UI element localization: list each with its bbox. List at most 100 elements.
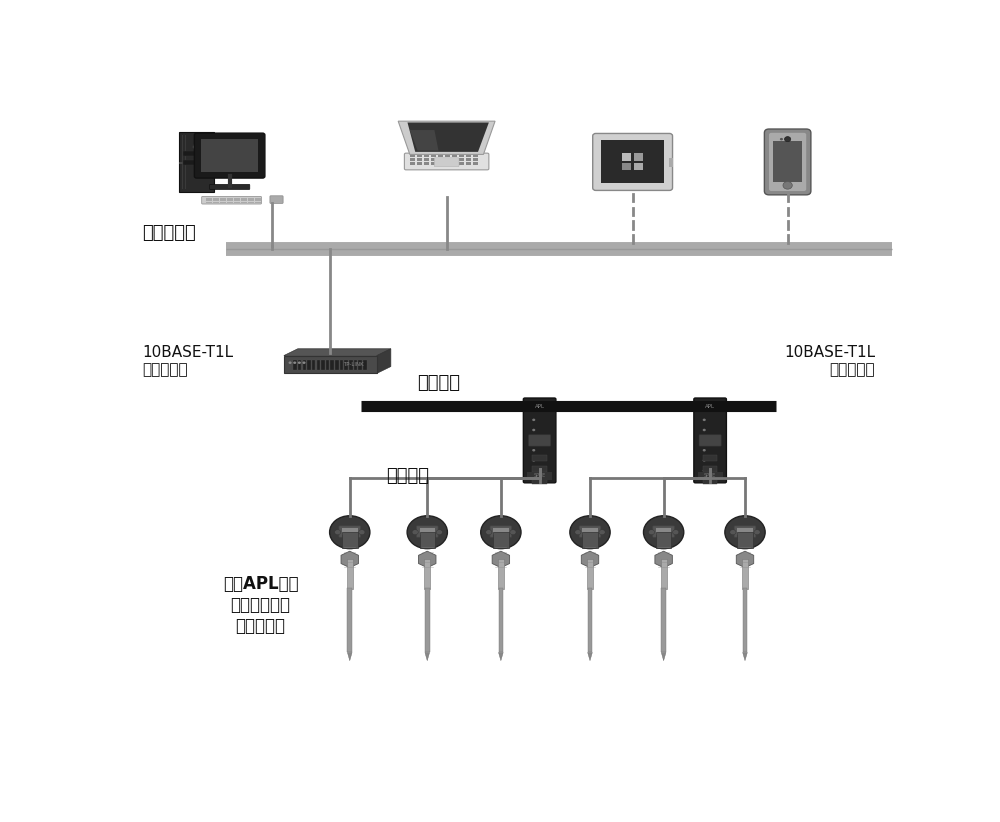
Circle shape (293, 362, 296, 364)
Bar (431, 158, 436, 161)
Polygon shape (581, 552, 599, 568)
Bar (466, 162, 471, 165)
Bar (634, 163, 643, 170)
Bar (255, 198, 261, 200)
Bar (452, 158, 457, 161)
Bar (342, 532, 358, 548)
Bar (634, 154, 643, 161)
FancyBboxPatch shape (579, 526, 601, 538)
Polygon shape (341, 552, 358, 568)
Circle shape (575, 529, 581, 535)
FancyBboxPatch shape (194, 133, 265, 178)
Polygon shape (655, 552, 672, 568)
FancyBboxPatch shape (764, 129, 811, 195)
FancyBboxPatch shape (179, 132, 214, 192)
Text: 运用APL技术
的二线制智能
温度变送器: 运用APL技术 的二线制智能 温度变送器 (223, 575, 298, 635)
FancyBboxPatch shape (529, 435, 551, 446)
Bar (698, 472, 723, 480)
Bar (473, 154, 478, 156)
Circle shape (783, 182, 792, 189)
Bar (227, 202, 233, 203)
Bar (347, 559, 353, 589)
Bar (452, 154, 457, 156)
Bar (532, 478, 547, 484)
Text: 增安干路: 增安干路 (417, 374, 460, 392)
Bar (527, 402, 552, 411)
Bar (582, 529, 598, 535)
Bar (335, 360, 339, 370)
Bar (183, 160, 210, 165)
Circle shape (335, 529, 341, 535)
Bar (293, 360, 297, 370)
Bar (466, 158, 471, 161)
Circle shape (532, 418, 535, 421)
Bar (234, 202, 240, 203)
Circle shape (754, 529, 760, 535)
Bar (459, 154, 464, 156)
Polygon shape (398, 121, 495, 155)
Bar (773, 141, 802, 182)
Bar (248, 198, 254, 200)
Bar (737, 532, 753, 548)
Polygon shape (347, 653, 352, 661)
FancyBboxPatch shape (653, 526, 674, 538)
Circle shape (730, 529, 736, 535)
FancyBboxPatch shape (209, 184, 250, 189)
Bar (349, 360, 353, 370)
Bar (499, 588, 503, 653)
Polygon shape (284, 349, 391, 356)
Circle shape (703, 459, 706, 462)
Bar (340, 360, 343, 370)
Text: 10BASE-T1L
功率交换机: 10BASE-T1L 功率交换机 (142, 345, 233, 377)
Bar (473, 158, 478, 161)
Bar (220, 198, 226, 200)
Bar (248, 202, 254, 203)
Bar (656, 529, 671, 535)
Bar (431, 162, 436, 165)
FancyBboxPatch shape (434, 158, 459, 167)
Circle shape (298, 362, 301, 364)
Circle shape (510, 529, 516, 535)
Bar (326, 360, 329, 370)
Text: SPAE: SPAE (704, 473, 716, 478)
Circle shape (780, 138, 783, 141)
Bar (417, 154, 422, 156)
Circle shape (330, 515, 370, 548)
FancyBboxPatch shape (523, 398, 556, 483)
Bar (424, 162, 429, 165)
Circle shape (725, 515, 765, 548)
Circle shape (703, 469, 706, 472)
Circle shape (703, 418, 706, 421)
Circle shape (785, 136, 791, 141)
Bar (206, 198, 212, 200)
Bar (601, 141, 664, 183)
Bar (321, 360, 325, 370)
Circle shape (289, 362, 292, 364)
FancyBboxPatch shape (270, 196, 283, 203)
Circle shape (532, 469, 535, 472)
Bar (420, 529, 435, 535)
Bar (431, 154, 436, 156)
Circle shape (673, 529, 679, 535)
Bar (698, 402, 723, 411)
Circle shape (703, 449, 706, 451)
Bar (587, 559, 593, 589)
FancyBboxPatch shape (490, 526, 512, 538)
Circle shape (532, 429, 535, 432)
FancyBboxPatch shape (404, 153, 489, 170)
FancyBboxPatch shape (734, 526, 756, 538)
Bar (452, 162, 457, 165)
Bar (344, 360, 348, 370)
Bar (234, 198, 240, 200)
Bar (438, 162, 443, 165)
Bar (298, 360, 301, 370)
Text: APL: APL (705, 404, 715, 409)
FancyBboxPatch shape (694, 398, 726, 483)
Circle shape (193, 144, 201, 150)
Bar (459, 162, 464, 165)
Bar (703, 466, 717, 473)
Bar (317, 360, 320, 370)
Bar (498, 559, 504, 589)
Bar (363, 360, 367, 370)
Bar (703, 455, 717, 461)
